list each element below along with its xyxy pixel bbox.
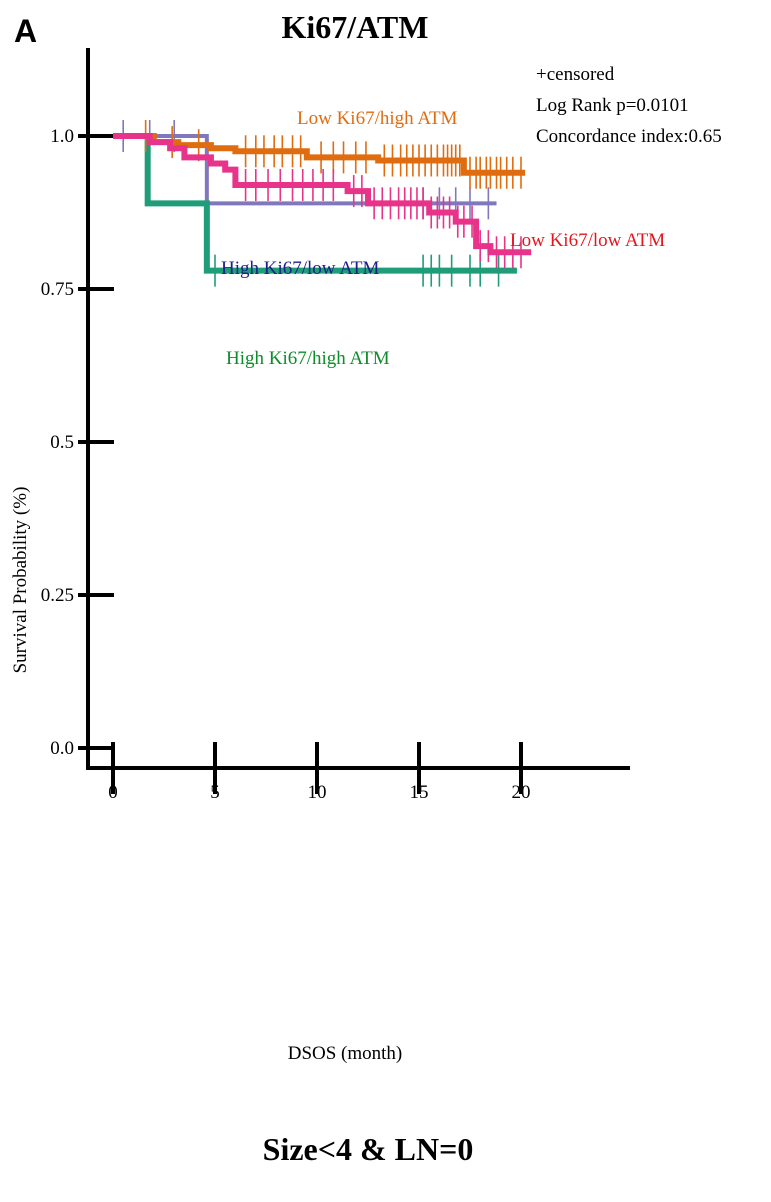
x-tick-label: 15: [410, 782, 429, 803]
chart-subtitle: Size<4 & LN=0: [263, 1131, 474, 1167]
x-tick-label: 0: [108, 782, 118, 803]
series-label-high-ki67-low-atm: High Ki67/low ATM: [221, 258, 379, 279]
x-axis-label: DSOS (month): [288, 1043, 403, 1064]
annotation-censored: +censored: [536, 64, 615, 85]
y-axis-label: Survival Probability (%): [10, 487, 31, 674]
series-label-low-ki67-low-atm: Low Ki67/low ATM: [510, 230, 665, 251]
panel-label: A: [14, 13, 37, 49]
annotation-logrank: Log Rank p=0.0101: [536, 95, 689, 116]
y-tick-label: 0.25: [41, 585, 74, 606]
series-label-high-ki67-high-atm: High Ki67/high ATM: [226, 348, 390, 369]
y-axis: 0.0 0.25 0.5 0.75 1.0: [41, 48, 114, 770]
y-tick-label: 0.0: [50, 738, 74, 759]
survival-curve: [113, 133, 526, 176]
x-tick-label: 10: [308, 782, 327, 803]
survival-curve: [113, 134, 497, 206]
y-tick-label: 0.5: [50, 432, 74, 453]
annotation-block: +censored Log Rank p=0.0101 Concordance …: [536, 64, 722, 147]
x-tick-label: 5: [210, 782, 220, 803]
survival-curve: [113, 133, 532, 256]
series-label-low-ki67-high-atm: Low Ki67/high ATM: [297, 108, 458, 129]
series-labels: Low Ki67/high ATM Low Ki67/low ATM High …: [221, 108, 665, 369]
chart-title: Ki67/ATM: [282, 9, 429, 45]
x-axis: 0 5 10 15 20: [86, 742, 630, 803]
series-low-ki67-low-atm: [113, 133, 532, 269]
y-tick-label: 0.75: [41, 279, 74, 300]
y-tick-label: 1.0: [50, 126, 74, 147]
series-layer: [113, 120, 532, 287]
x-ticks: 0 5 10 15 20: [108, 742, 531, 803]
x-tick-label: 20: [512, 782, 531, 803]
annotation-concordance: Concordance index:0.65: [536, 126, 722, 147]
y-ticks: 0.0 0.25 0.5 0.75 1.0: [41, 126, 114, 759]
